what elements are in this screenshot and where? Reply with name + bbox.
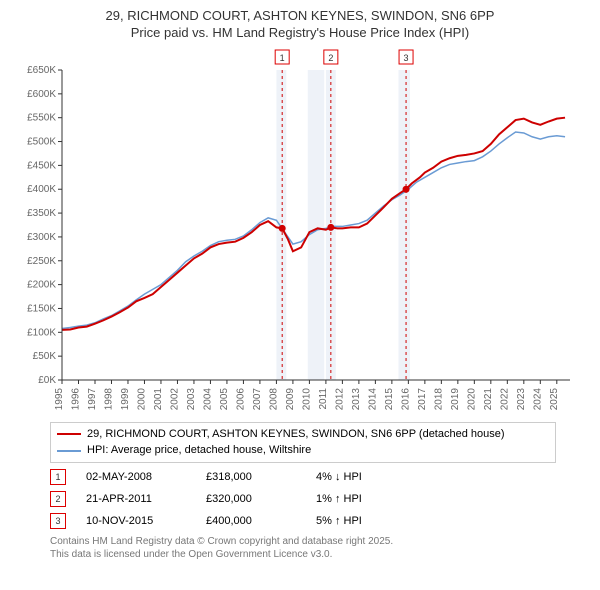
svg-text:2014: 2014 — [367, 387, 378, 410]
event-marker: 3 — [50, 513, 66, 529]
svg-text:2020: 2020 — [466, 387, 477, 410]
event-row: 1 02-MAY-2008 £318,000 4% ↓ HPI — [50, 469, 556, 485]
svg-text:£550K: £550K — [27, 112, 56, 123]
svg-text:2007: 2007 — [252, 387, 263, 410]
svg-text:1996: 1996 — [70, 387, 81, 410]
svg-text:£350K: £350K — [27, 208, 56, 219]
legend-swatch — [57, 450, 81, 452]
legend-label: HPI: Average price, detached house, Wilt… — [87, 442, 311, 459]
title-line1: 29, RICHMOND COURT, ASHTON KEYNES, SWIND… — [10, 8, 590, 25]
svg-text:£650K: £650K — [27, 65, 56, 76]
event-note: 1% ↑ HPI — [316, 493, 362, 505]
footer-attribution: Contains HM Land Registry data © Crown c… — [50, 535, 556, 561]
events-table: 1 02-MAY-2008 £318,000 4% ↓ HPI 2 21-APR-2011… — [50, 469, 556, 529]
svg-text:2005: 2005 — [219, 387, 230, 410]
svg-text:£50K: £50K — [33, 351, 57, 362]
svg-text:2023: 2023 — [516, 387, 527, 410]
svg-text:2022: 2022 — [499, 387, 510, 410]
svg-text:2019: 2019 — [450, 387, 461, 410]
svg-text:1999: 1999 — [120, 387, 131, 410]
svg-text:2002: 2002 — [169, 387, 180, 410]
event-date: 21-APR-2011 — [86, 493, 186, 505]
svg-text:£200K: £200K — [27, 279, 56, 290]
svg-text:1: 1 — [280, 53, 285, 63]
svg-text:3: 3 — [404, 53, 409, 63]
svg-text:£300K: £300K — [27, 232, 56, 243]
event-marker: 1 — [50, 469, 66, 485]
svg-text:2: 2 — [328, 53, 333, 63]
event-price: £318,000 — [206, 471, 296, 483]
svg-text:£0K: £0K — [38, 375, 56, 386]
legend-item: 29, RICHMOND COURT, ASHTON KEYNES, SWIND… — [57, 426, 549, 443]
svg-text:1997: 1997 — [87, 387, 98, 410]
svg-text:£150K: £150K — [27, 303, 56, 314]
svg-text:£400K: £400K — [27, 184, 56, 195]
svg-text:2013: 2013 — [351, 387, 362, 410]
svg-text:2018: 2018 — [433, 387, 444, 410]
event-date: 02-MAY-2008 — [86, 471, 186, 483]
svg-text:2004: 2004 — [202, 387, 213, 410]
event-date: 10-NOV-2015 — [86, 515, 186, 527]
svg-text:2009: 2009 — [285, 387, 296, 410]
line-chart: £0K £50K £100K £150K £200K £250K £300K £350K £40… — [20, 46, 580, 416]
event-row: 3 10-NOV-2015 £400,000 5% ↑ HPI — [50, 513, 556, 529]
svg-text:2003: 2003 — [186, 387, 197, 410]
svg-text:2016: 2016 — [400, 387, 411, 410]
chart-area: £0K £50K £100K £150K £200K £250K £300K £350K £40… — [20, 46, 580, 416]
event-note: 4% ↓ HPI — [316, 471, 362, 483]
event-row: 2 21-APR-2011 £320,000 1% ↑ HPI — [50, 491, 556, 507]
chart-title: 29, RICHMOND COURT, ASHTON KEYNES, SWIND… — [10, 8, 590, 42]
legend: 29, RICHMOND COURT, ASHTON KEYNES, SWIND… — [50, 422, 556, 463]
footer-line1: Contains HM Land Registry data © Crown c… — [50, 535, 556, 548]
svg-text:2025: 2025 — [549, 387, 560, 410]
event-marker: 2 — [50, 491, 66, 507]
svg-text:£450K: £450K — [27, 160, 56, 171]
legend-swatch — [57, 433, 81, 435]
svg-text:2001: 2001 — [153, 387, 164, 410]
svg-text:2006: 2006 — [235, 387, 246, 410]
svg-text:1998: 1998 — [103, 387, 114, 410]
svg-text:2000: 2000 — [136, 387, 147, 410]
svg-text:£100K: £100K — [27, 327, 56, 338]
svg-text:£250K: £250K — [27, 256, 56, 267]
legend-label: 29, RICHMOND COURT, ASHTON KEYNES, SWIND… — [87, 426, 505, 443]
footer-line2: This data is licensed under the Open Gov… — [50, 548, 556, 561]
legend-item: HPI: Average price, detached house, Wilt… — [57, 442, 549, 459]
svg-text:2015: 2015 — [384, 387, 395, 410]
svg-text:£600K: £600K — [27, 89, 56, 100]
svg-text:2021: 2021 — [483, 387, 494, 410]
svg-text:2024: 2024 — [532, 387, 543, 410]
svg-text:2008: 2008 — [268, 387, 279, 410]
title-line2: Price paid vs. HM Land Registry's House … — [10, 25, 590, 42]
event-note: 5% ↑ HPI — [316, 515, 362, 527]
svg-text:2012: 2012 — [334, 387, 345, 410]
svg-text:2017: 2017 — [417, 387, 428, 410]
svg-text:2011: 2011 — [318, 387, 329, 409]
svg-text:£500K: £500K — [27, 136, 56, 147]
svg-text:1995: 1995 — [54, 387, 65, 410]
event-price: £320,000 — [206, 493, 296, 505]
event-price: £400,000 — [206, 515, 296, 527]
svg-text:2010: 2010 — [301, 387, 312, 410]
